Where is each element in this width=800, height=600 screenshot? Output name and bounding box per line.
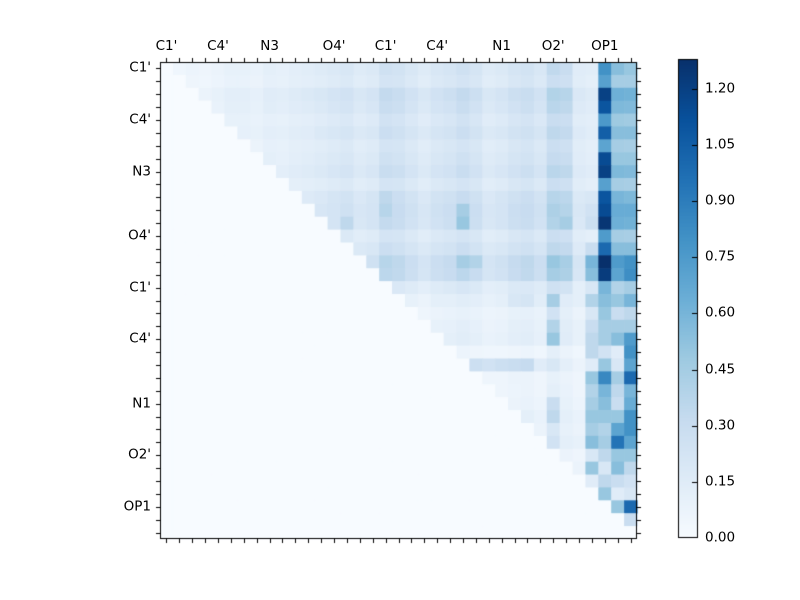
y-axis-label: N3 [132,162,151,179]
x-axis-label: OP1 [591,38,619,54]
y-axis-label: O4' [128,227,151,244]
colorbar-tick-label: 0.60 [705,304,736,321]
colorbar-tick-label: 0.75 [705,248,736,265]
y-axis-label: N1 [132,394,151,411]
y-axis-label: C1' [129,278,151,295]
y-axis-label: O2' [128,446,151,463]
x-axis-label: N3 [260,38,279,54]
y-axis-label: OP1 [123,498,151,515]
y-axis-label: C4' [129,111,151,128]
colorbar-tick-label: 0.00 [705,529,736,546]
x-axis-label: C4' [207,38,229,54]
x-axis-label: N1 [492,38,511,54]
colorbar-tick-label: 0.15 [705,473,736,490]
colorbar-tick-label: 0.45 [705,360,736,377]
y-axis-label: C4' [129,330,151,347]
x-axis-label: O2' [541,38,565,54]
colorbar-tick-label: 1.20 [705,80,736,97]
colorbar-tick-label: 0.90 [705,192,736,209]
x-axis-label: C1' [374,38,397,54]
colorbar-tick-label: 0.30 [705,416,736,433]
x-axis-label: C4' [426,38,449,54]
x-axis-label: C1' [155,38,178,54]
x-axis-label: O4' [322,38,346,54]
colorbar-tick-label: 1.05 [705,136,736,153]
y-axis-label: C1' [129,59,151,76]
